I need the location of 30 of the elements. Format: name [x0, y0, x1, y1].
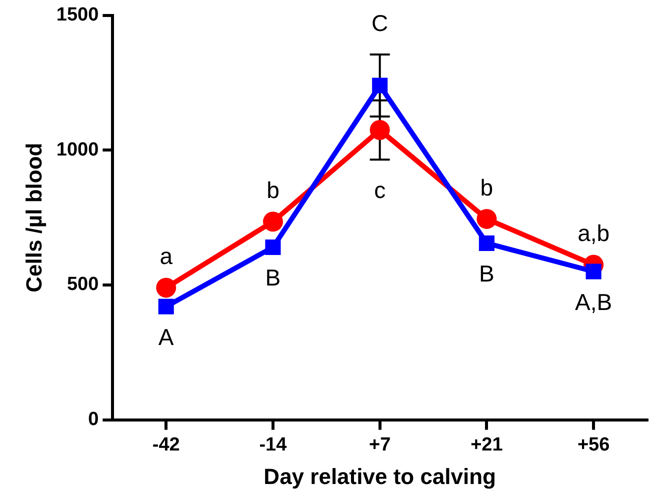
data-label: b	[480, 174, 494, 200]
x-tick-label: -14	[259, 434, 288, 456]
data-label: B	[265, 264, 281, 291]
point	[370, 120, 390, 140]
point	[156, 278, 176, 298]
x-tick-label: +7	[369, 434, 391, 456]
data-label: C	[372, 10, 388, 36]
point	[158, 298, 174, 314]
point	[262, 212, 283, 232]
data-label: A,B	[575, 288, 612, 315]
y-tick-label: 1000	[56, 139, 99, 160]
y-axis-title: Cells /µl blood	[21, 142, 46, 292]
point	[586, 264, 602, 280]
y-tick-label: 0	[88, 409, 99, 430]
data-label: c	[374, 176, 386, 203]
point	[476, 208, 497, 229]
x-tick-label: -42	[152, 434, 180, 456]
x-tick-label: +56	[577, 434, 610, 456]
data-label: b	[266, 176, 280, 203]
x-axis-title: Day relative to calving	[264, 464, 496, 489]
y-tick-label: 1500	[56, 4, 99, 26]
data-label: B	[479, 260, 494, 287]
point	[478, 235, 494, 251]
y-tick-label: 500	[66, 274, 99, 296]
data-label: a,b	[578, 220, 610, 246]
x-tick-label: +21	[470, 434, 504, 456]
point	[372, 78, 388, 94]
data-label: a	[160, 243, 173, 270]
point	[265, 239, 281, 256]
data-label: A	[158, 324, 174, 350]
